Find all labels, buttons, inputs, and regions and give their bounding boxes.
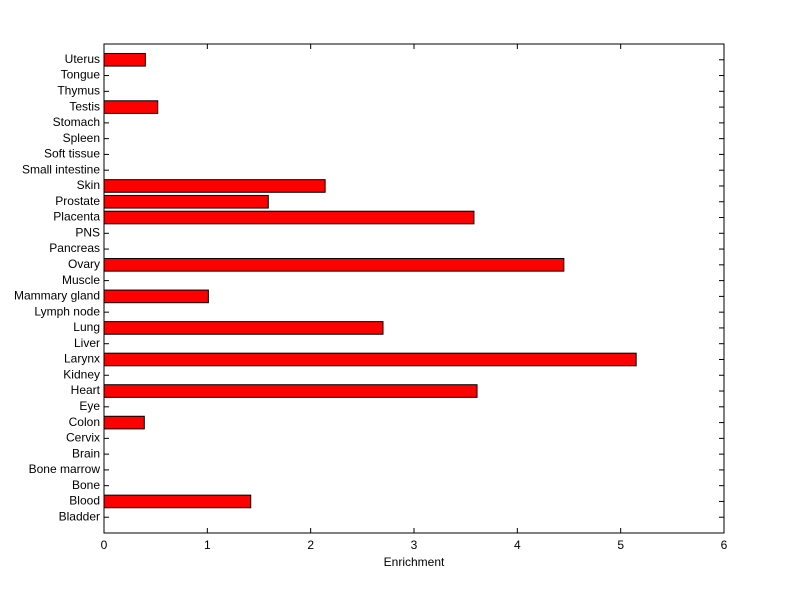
bar (103, 321, 384, 335)
y-tick-label: Testis (69, 99, 100, 113)
x-tick-label: 5 (617, 538, 624, 552)
bar (103, 258, 565, 272)
bar (103, 179, 326, 193)
bar (103, 210, 475, 225)
bar (103, 52, 146, 67)
x-tick-label: 6 (721, 538, 728, 552)
y-tick-label: Eye (79, 399, 100, 413)
bar (103, 415, 145, 430)
x-tick-label: 0 (101, 538, 108, 552)
y-tick-label: Ovary (68, 257, 100, 271)
y-tick-label: Muscle (62, 273, 100, 287)
bar (103, 352, 637, 367)
y-tick-label: Thymus (57, 83, 100, 97)
y-tick-label: Bladder (59, 509, 100, 523)
y-tick-label: Blood (69, 494, 100, 508)
y-tick-label: Small intestine (22, 162, 100, 176)
y-tick-label: Liver (74, 336, 100, 350)
y-tick-label: Mammary gland (14, 289, 100, 303)
x-tick-label: 4 (514, 538, 521, 552)
y-tick-label: Kidney (63, 367, 100, 381)
y-tick-label: Prostate (55, 194, 100, 208)
y-tick-label: Pancreas (49, 241, 100, 255)
y-tick-label: Cervix (66, 431, 100, 445)
y-tick-label: Tongue (61, 68, 101, 82)
y-tick-label: Stomach (53, 115, 100, 129)
y-tick-label: Skin (77, 178, 100, 192)
y-tick-label: Placenta (53, 210, 100, 224)
y-tick-label: Bone (72, 478, 100, 492)
x-axis-label: Enrichment (384, 555, 445, 569)
y-tick-label: Colon (69, 415, 100, 429)
bar (103, 194, 269, 209)
bar (103, 289, 209, 304)
y-tick-label: Lung (73, 320, 100, 334)
bar (103, 100, 159, 114)
x-tick-label: 3 (411, 538, 418, 552)
bar (103, 494, 252, 509)
y-tick-label: Heart (71, 383, 101, 397)
x-tick-label: 2 (307, 538, 314, 552)
y-tick-label: Uterus (65, 52, 100, 66)
y-tick-label: Lymph node (34, 304, 100, 318)
y-tick-label: Larynx (64, 352, 100, 366)
bar (103, 384, 478, 398)
y-tick-label: Spleen (63, 131, 100, 145)
y-tick-label: Bone marrow (29, 462, 101, 476)
y-tick-label: Brain (72, 446, 100, 460)
y-tick-label: PNS (75, 225, 100, 239)
x-tick-label: 1 (204, 538, 211, 552)
y-tick-label: Soft tissue (44, 147, 100, 161)
plot-frame (103, 43, 725, 534)
